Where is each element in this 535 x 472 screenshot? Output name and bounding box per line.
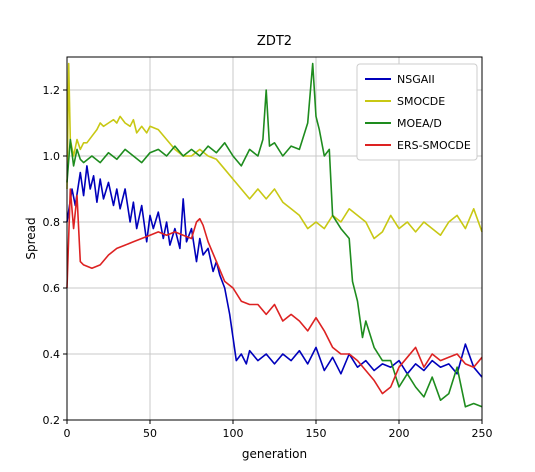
y-tick-label: 1.2 [43,84,61,97]
y-tick-label: 0.8 [43,216,61,229]
legend-entry: ERS-SMOCDE [397,139,471,152]
series-line-smocde [66,62,483,240]
plot-frame [66,56,483,421]
legend-entry: SMOCDE [397,95,445,108]
y-tick-label: 1.0 [43,150,61,163]
x-axis-label: generation [242,447,307,461]
chart-title: ZDT2 [257,34,292,49]
axis-ticks: 0 50 100 150 200 250 0.2 0.4 0.6 0.8 1.0 1.2 [43,84,493,440]
y-tick-label: 0.6 [43,282,61,295]
y-axis-label: Spread [24,217,38,259]
y-tick-label: 0.4 [43,348,61,361]
x-tick-label: 200 [389,427,410,440]
x-tick-label: 250 [472,427,493,440]
legend-entry: MOEA/D [397,117,442,130]
x-tick-label: 50 [143,427,157,440]
x-tick-label: 100 [223,427,244,440]
x-tick-label: 150 [306,427,327,440]
legend-entry: NSGAII [397,73,435,86]
y-tick-label: 0.2 [43,414,61,427]
series-line-nsgaii [66,165,483,378]
series-layer [66,62,483,408]
series-line-moea-d [66,62,483,408]
legend-box [356,63,478,161]
series-line-ers-smocde [66,188,483,395]
x-tick-label: 0 [64,427,71,440]
legend: NSGAII SMOCDE MOEA/D ERS-SMOCDE [356,63,478,161]
